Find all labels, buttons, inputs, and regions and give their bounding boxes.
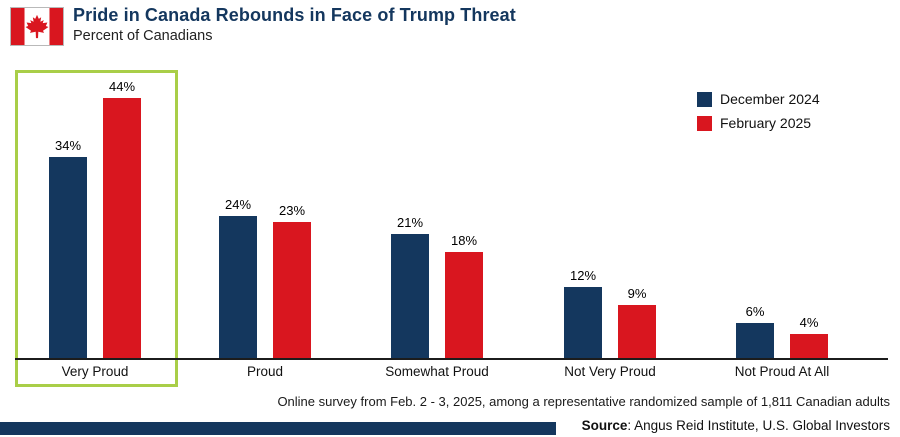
bar-february-2025-not-very-proud [618,304,656,358]
legend-label: February 2025 [720,115,812,131]
survey-note: Online survey from Feb. 2 - 3, 2025, amo… [277,394,890,409]
bar-column: 24% [219,197,257,358]
legend-swatch-icon [697,115,712,131]
bar-value-label: 18% [450,232,478,248]
bar-column: 34% [49,138,87,358]
source-value: : Angus Reid Institute, U.S. Global Inve… [627,418,890,433]
bar-group-very-proud: 34% 44% [49,79,141,358]
bar-column: 21% [391,215,429,358]
bar-group-somewhat-proud: 21% 18% [391,215,483,358]
bar-february-2025-somewhat-proud [445,251,483,358]
source-label: Source [581,418,628,433]
page-title: Pride in Canada Rebounds in Face of Trum… [73,5,516,25]
bar-value-label: 4% [799,315,819,331]
x-axis-line [15,358,888,360]
category-label-proud: Proud [246,364,284,379]
bar-december-2024-very-proud [49,157,87,358]
source-line: Source: Angus Reid Institute, U.S. Globa… [582,418,890,433]
footer-navy-bar [0,422,556,435]
bar-value-label: 23% [278,203,306,219]
bar-value-label: 9% [627,285,647,301]
legend-swatch-icon [697,91,712,107]
bar-value-label: 34% [54,138,82,154]
bar-column: 44% [103,79,141,358]
category-label-very-proud: Very Proud [61,364,129,379]
chart-legend: December 2024 February 2025 [697,91,820,131]
bar-value-label: 24% [224,197,252,213]
bar-value-label: 44% [108,79,136,95]
bar-value-label: 6% [745,303,765,319]
legend-item-december-2024: December 2024 [697,91,820,107]
bar-value-label: 21% [396,215,424,231]
bar-group-not-proud-at-all: 6% 4% [736,304,828,358]
bar-december-2024-somewhat-proud [391,234,429,358]
bar-column: 23% [273,203,311,358]
category-label-not-proud-at-all: Not Proud At All [734,364,830,379]
bar-group-proud: 24% 23% [219,197,311,358]
legend-label: December 2024 [720,91,820,107]
bar-value-label: 12% [569,268,597,284]
bar-group-not-very-proud: 12% 9% [564,268,656,358]
bar-december-2024-not-very-proud [564,287,602,358]
maple-leaf-icon [25,14,49,39]
category-label-somewhat-proud: Somewhat Proud [385,364,489,379]
bar-column: 6% [736,304,774,358]
page-subtitle: Percent of Canadians [73,28,213,44]
bar-column: 9% [618,286,656,358]
category-label-not-very-proud: Not Very Proud [564,364,656,379]
bar-december-2024-not-proud-at-all [736,322,774,358]
bar-column: 4% [790,315,828,358]
canada-flag-icon [10,7,64,46]
canada-flag-svg [11,8,63,45]
bar-february-2025-not-proud-at-all [790,334,828,358]
legend-item-february-2025: February 2025 [697,115,820,131]
bar-column: 18% [445,233,483,358]
bar-february-2025-very-proud [103,98,141,358]
bar-february-2025-proud [273,222,311,358]
bar-column: 12% [564,268,602,358]
bar-december-2024-proud [219,216,257,358]
